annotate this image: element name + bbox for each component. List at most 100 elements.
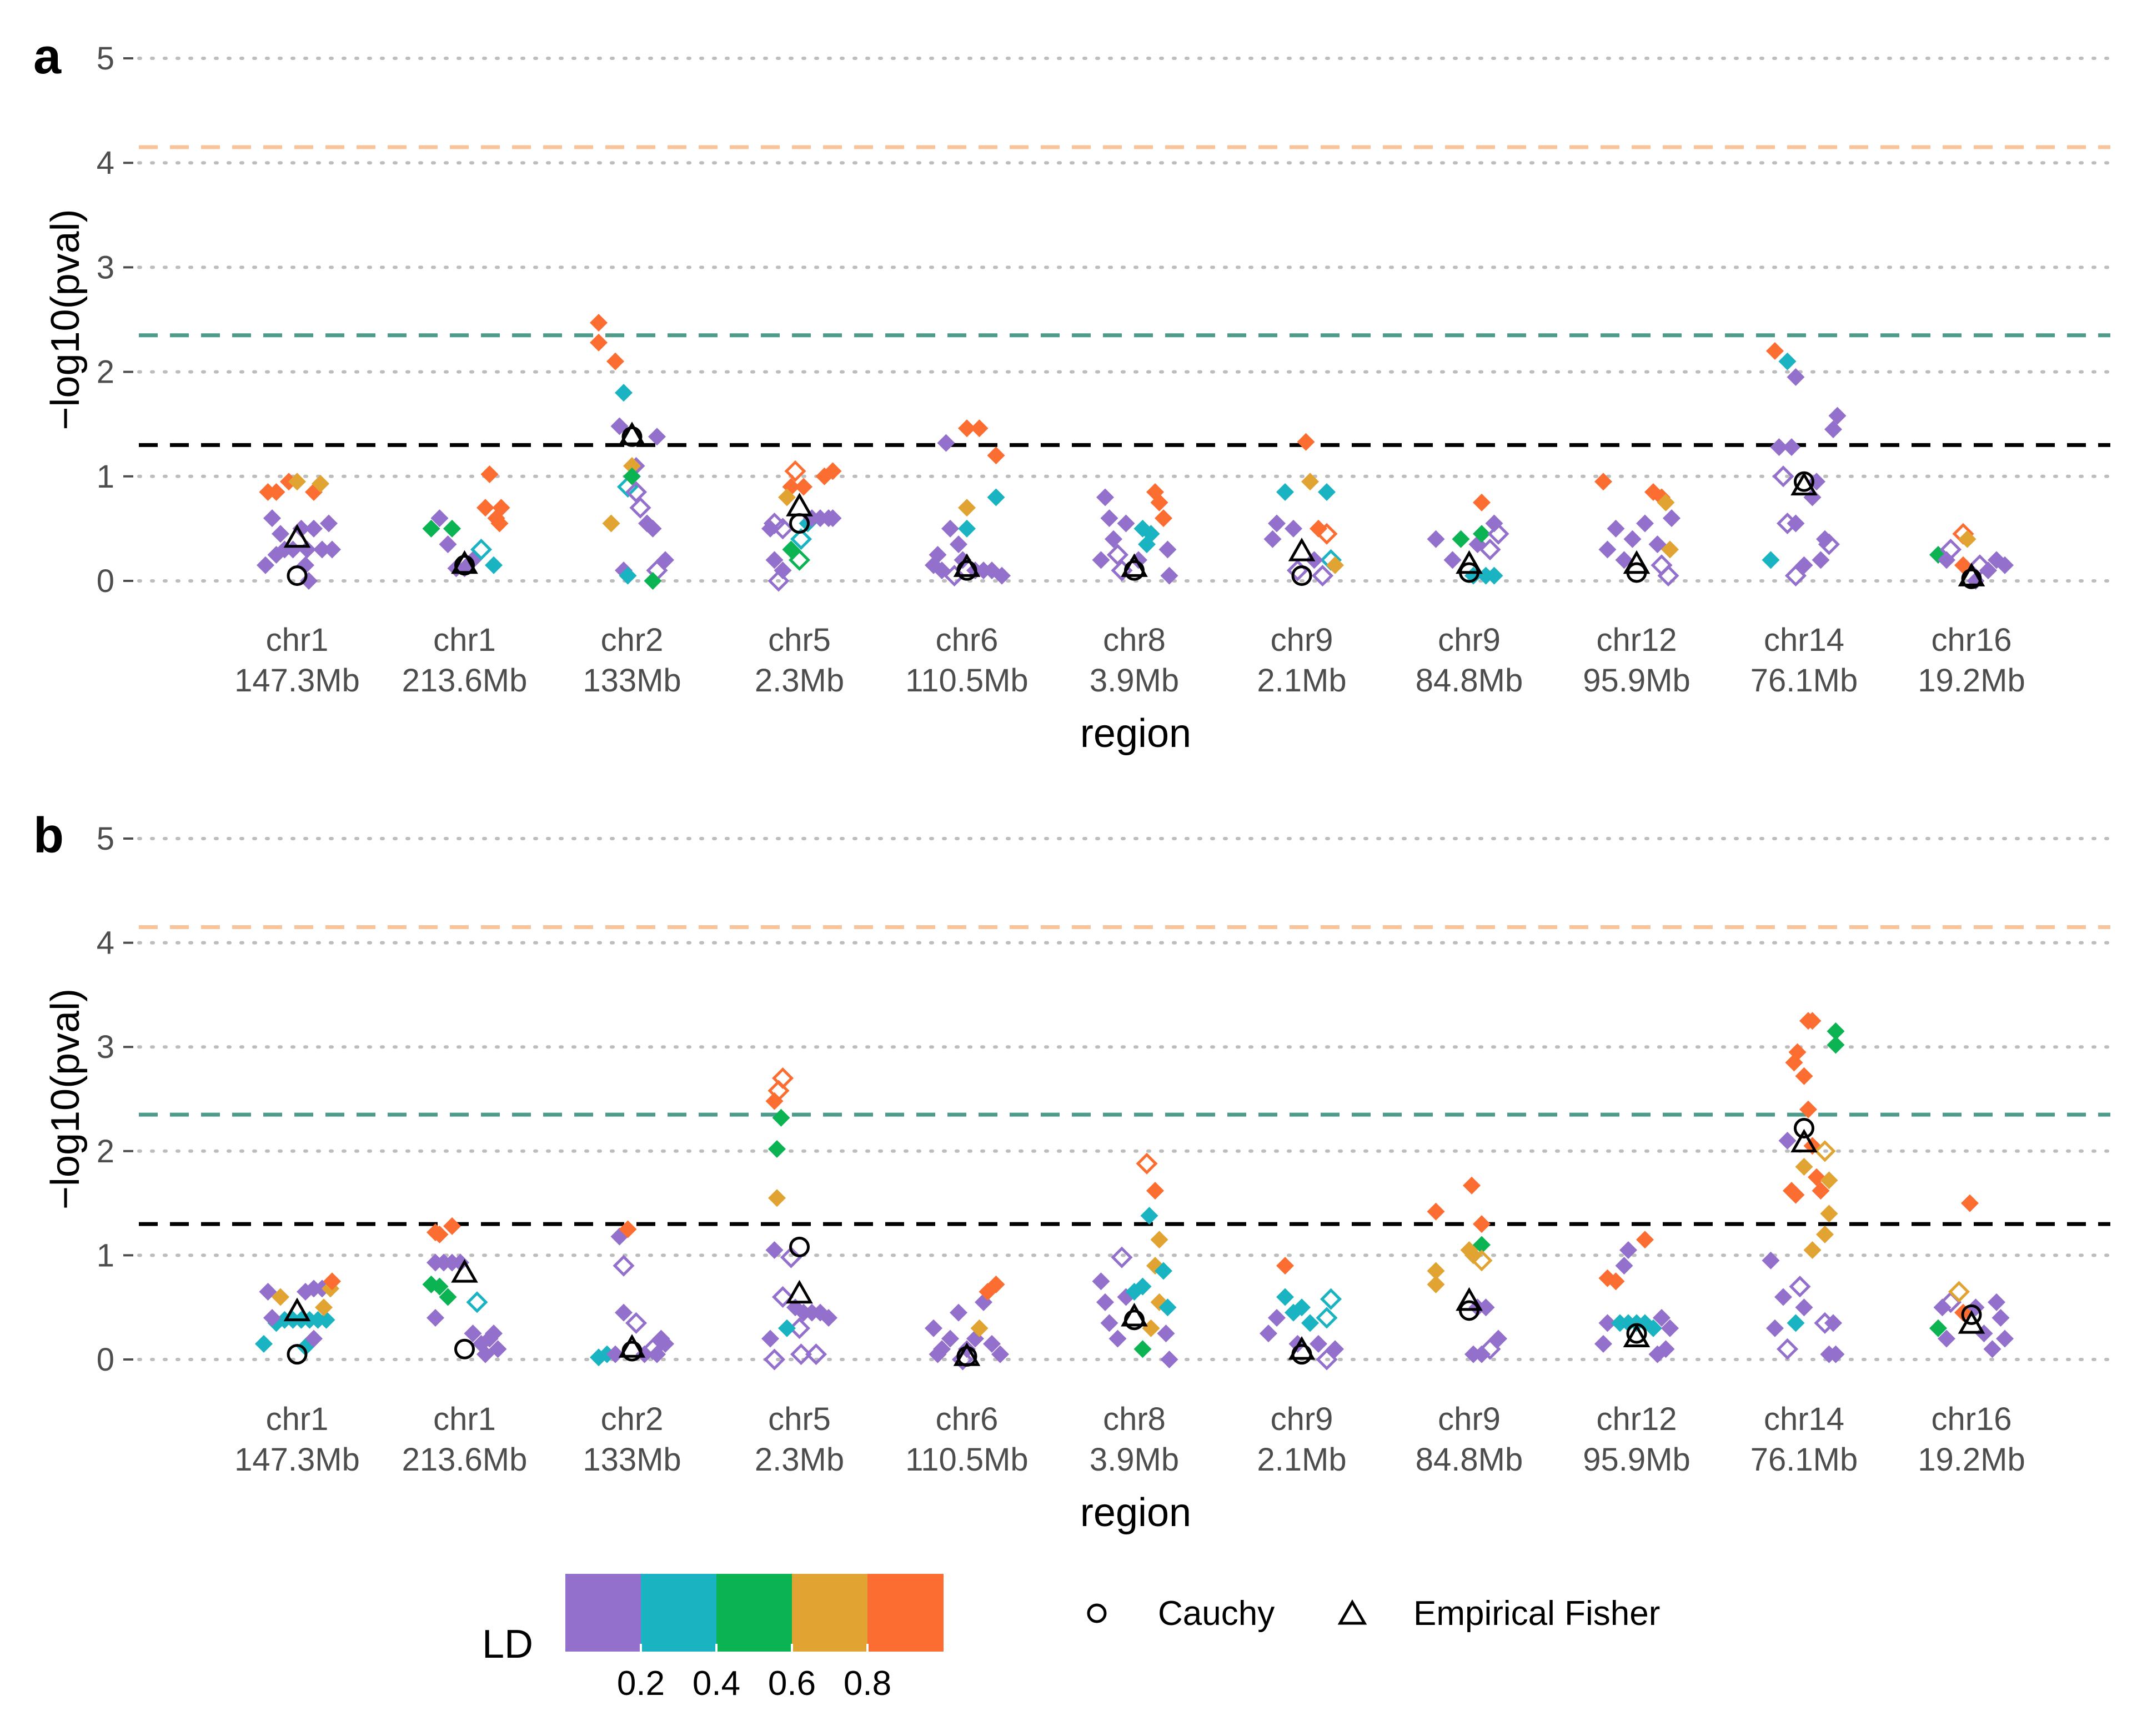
- snp-point: [1160, 1351, 1178, 1368]
- panel-label: b: [33, 808, 64, 864]
- fisher-marker: [1456, 550, 1483, 574]
- snp-point: [795, 478, 812, 496]
- snp-point: [987, 1275, 1005, 1293]
- snp-point-open: [1776, 1338, 1799, 1360]
- snp-point: [1607, 519, 1625, 538]
- snp-point: [1092, 1272, 1110, 1291]
- x-tick-chr: chr14: [1764, 1401, 1844, 1437]
- snp-point: [267, 483, 285, 501]
- snp-point: [619, 566, 637, 585]
- snp-point: [1477, 1298, 1495, 1317]
- snp-point: [1301, 1314, 1319, 1332]
- snp-point: [1933, 1298, 1952, 1317]
- snp-point: [648, 1345, 666, 1363]
- snp-point: [1812, 551, 1830, 569]
- x-tick-pos: 213.6Mb: [402, 1442, 528, 1478]
- snp-point: [427, 1308, 444, 1327]
- snp-point: [824, 509, 842, 528]
- snp-point: [765, 1092, 784, 1110]
- snp-point: [768, 1189, 786, 1207]
- snp-point: [1996, 1329, 2014, 1348]
- snp-point: [1820, 1205, 1838, 1223]
- x-tick-chr: chr8: [1103, 1401, 1166, 1437]
- snp-point: [1158, 540, 1177, 559]
- fisher-marker: [953, 553, 981, 577]
- snp-point: [1297, 433, 1315, 451]
- cauchy-marker: [1794, 1118, 1814, 1139]
- snp-point: [644, 519, 662, 538]
- snp-point: [1762, 1251, 1780, 1270]
- snp-point: [480, 465, 499, 484]
- panel-label: a: [33, 29, 62, 84]
- snp-point: [1774, 1288, 1792, 1306]
- cauchy-legend-label: Cauchy: [1158, 1594, 1275, 1633]
- x-tick-chr: chr16: [1931, 1401, 2011, 1437]
- snp-point-open: [1111, 1246, 1133, 1268]
- x-tick-chr: chr5: [768, 1401, 831, 1437]
- snp-point: [1100, 1314, 1118, 1332]
- snp-point: [656, 551, 674, 569]
- cauchy-marker: [454, 1338, 475, 1359]
- snp-point: [1594, 1334, 1612, 1353]
- snp-point: [1092, 551, 1110, 569]
- snp-point-open: [1286, 559, 1309, 581]
- snp-point: [987, 488, 1005, 506]
- snp-point: [950, 535, 967, 554]
- snp-point: [1766, 342, 1784, 360]
- snp-point-open: [1784, 565, 1807, 587]
- snp-point: [1824, 420, 1842, 439]
- x-tick-chr: chr1: [266, 622, 329, 658]
- fisher-marker: [1456, 1287, 1483, 1311]
- snp-point: [1799, 1100, 1817, 1118]
- cauchy-legend-symbol: [1087, 1603, 1107, 1623]
- snp-point: [772, 1108, 790, 1127]
- snp-point: [1983, 1340, 2001, 1358]
- cauchy-marker: [621, 426, 643, 447]
- snp-point-open: [1316, 1307, 1338, 1329]
- x-tick-chr: chr1: [266, 1401, 329, 1437]
- snp-point-open: [790, 1343, 812, 1366]
- fisher-legend-label: Empirical Fisher: [1413, 1594, 1660, 1633]
- snp-point: [1648, 1345, 1667, 1363]
- cauchy-marker: [454, 555, 475, 576]
- snp-point: [263, 509, 281, 528]
- ld-tick-label: 0.6: [768, 1664, 816, 1703]
- snp-point-open: [767, 1080, 790, 1102]
- snp-point: [1808, 1168, 1825, 1186]
- snp-point: [602, 514, 620, 533]
- snp-point-open: [767, 570, 790, 592]
- snp-point: [1276, 483, 1294, 501]
- snp-point: [1263, 530, 1282, 548]
- ld-colorbar-ticks: 0.2 0.4 0.6 0.8: [617, 1644, 891, 1703]
- snp-point: [485, 556, 503, 574]
- snp-point: [1788, 1043, 1807, 1061]
- ld-colorbar: [565, 1574, 944, 1652]
- snp-point: [761, 1329, 779, 1348]
- snp-point-open: [1471, 1250, 1493, 1272]
- snp-point: [1427, 1202, 1445, 1221]
- snp-point: [765, 1241, 784, 1260]
- snp-point: [1160, 566, 1178, 585]
- snp-point: [1146, 1182, 1164, 1200]
- y-tick-label: 4: [97, 925, 114, 961]
- snp-point: [1473, 1236, 1491, 1254]
- snp-point: [941, 519, 959, 538]
- x-tick-pos: 84.8Mb: [1416, 663, 1523, 699]
- snp-point: [765, 551, 784, 569]
- panel-b: b 0 1 2 3 4 5 −log10(pval) chr1 147.3Mb chr1 213.6M…: [33, 808, 2112, 1535]
- snp-point: [1427, 1275, 1445, 1293]
- x-tick-pos: 147.3Mb: [234, 1442, 360, 1478]
- snp-point: [1607, 1272, 1625, 1291]
- snp-point: [782, 540, 800, 559]
- y-tick-label: 1: [97, 459, 114, 495]
- snp-point: [439, 535, 457, 554]
- snp-point-open: [1814, 1140, 1836, 1162]
- snp-point: [1142, 1319, 1160, 1337]
- ld-color-block: [641, 1574, 717, 1652]
- snp-point: [485, 1324, 503, 1343]
- x-axis-title: region: [1080, 711, 1191, 756]
- snp-point: [1636, 514, 1654, 533]
- snp-point-open: [625, 1312, 648, 1334]
- snp-point-open: [1939, 539, 1962, 561]
- snp-point: [1929, 1319, 1947, 1337]
